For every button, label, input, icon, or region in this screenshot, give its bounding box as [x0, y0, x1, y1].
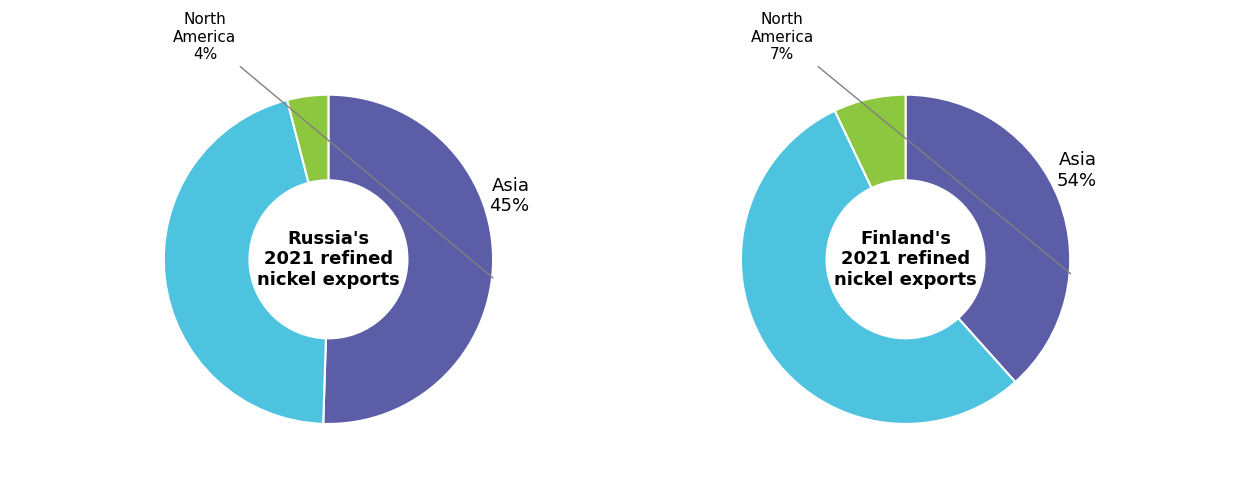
Text: Asia
45%: Asia 45%: [490, 177, 529, 216]
Text: Finland's
2021 refined
nickel exports: Finland's 2021 refined nickel exports: [834, 229, 977, 289]
Text: Russia's
2021 refined
nickel exports: Russia's 2021 refined nickel exports: [257, 229, 400, 289]
Wedge shape: [906, 95, 1070, 382]
Wedge shape: [740, 111, 1016, 424]
Wedge shape: [323, 95, 494, 424]
Wedge shape: [835, 95, 906, 188]
Wedge shape: [288, 95, 328, 183]
Text: Asia
54%: Asia 54%: [1056, 151, 1097, 190]
Wedge shape: [164, 100, 326, 424]
Text: Europe
38%: Europe 38%: [974, 41, 1038, 80]
Text: North
America
7%: North America 7%: [750, 12, 1071, 274]
Text: North
America
4%: North America 4%: [173, 12, 492, 278]
Text: Europe
50%: Europe 50%: [417, 49, 481, 88]
